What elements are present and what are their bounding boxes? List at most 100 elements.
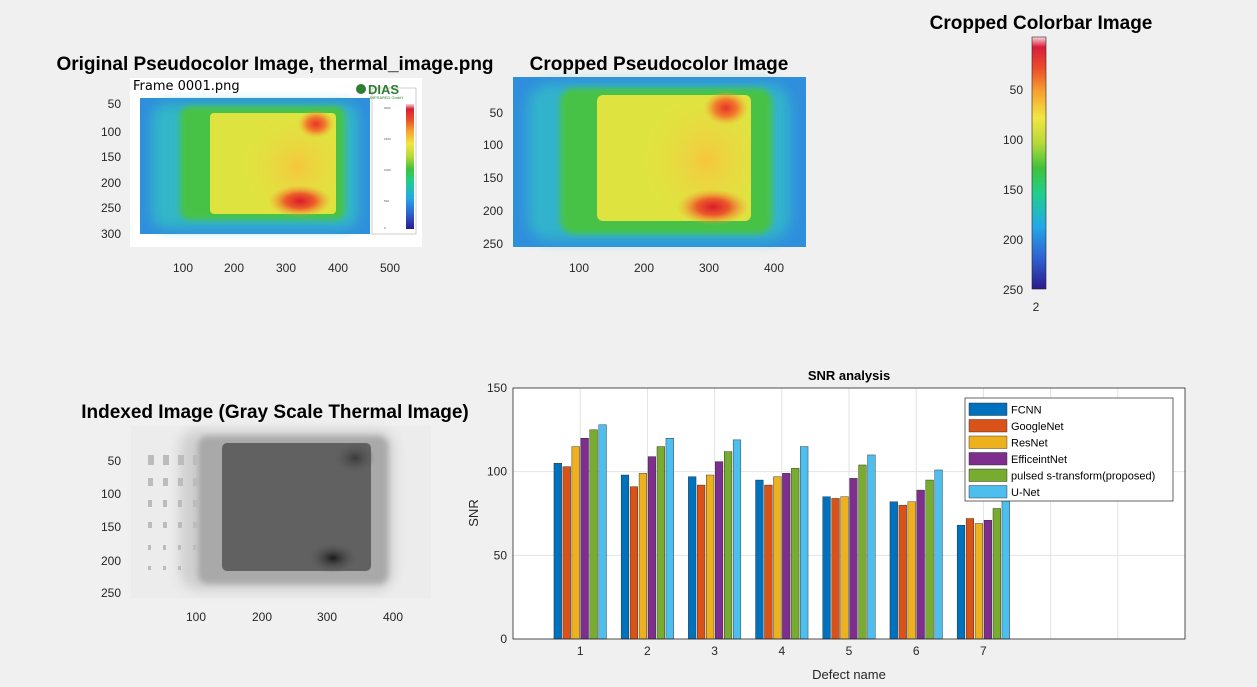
ytick-label: 250 [483,237,503,251]
ytick-label: 200 [483,204,503,218]
indexed-defect-dots [148,455,199,570]
svg-text:0: 0 [384,226,386,230]
colorbar-xtick-label: 2 [1033,300,1040,314]
snr-bar [656,446,665,640]
snr-bar [800,446,809,640]
snr-bar [589,429,598,640]
snr-ytick-label: 50 [494,548,508,562]
snr-bar [580,438,589,640]
snr-legend-swatch [968,485,1008,499]
ytick-label: 50 [108,97,122,111]
snr-bar [831,498,840,640]
snr-ytick-label: 150 [487,381,507,395]
ytick-label: 200 [101,554,121,568]
dias-logo: DIAS INFRARED GmbH [356,82,403,100]
ytick-label: 200 [1003,233,1023,247]
snr-bar [916,489,925,640]
snr-bar [822,496,831,640]
svg-text:1000: 1000 [384,168,391,172]
snr-bar [889,501,898,640]
snr-bar [898,504,907,640]
snr-xtick-label: 4 [778,644,785,658]
snr-bar [858,464,867,640]
xtick-label: 200 [224,261,244,275]
snr-xtick-label: 1 [577,644,584,658]
snr-legend-label: pulsed s-transform(proposed) [1011,471,1155,483]
svg-text:500: 500 [384,199,389,203]
original-x-ticks: 100 200 300 400 500 [173,261,400,275]
snr-legend: FCNN GoogleNet ResNet EfficeintNet pulsed s… [964,397,1174,502]
snr-bar [562,466,571,640]
indexed-grayscale-image [131,426,431,598]
frame-label: Frame 0001.png [133,79,240,94]
snr-xtick-label: 2 [644,644,651,658]
snr-bar [697,484,706,640]
ytick-label: 150 [483,171,503,185]
snr-axes-box [512,387,1186,640]
snr-bar [553,463,562,640]
cropped-panel: Cropped Pseudocolor Image 50 100 150 200… [483,54,806,275]
snr-chart-title: SNR analysis [808,368,890,383]
snr-bar [598,424,607,640]
xtick-label: 300 [317,610,337,624]
snr-bar [706,474,715,640]
snr-legend-swatch [968,419,1008,433]
colorbar-panel: Cropped Colorbar Image 50 100 150 200 25… [930,13,1153,314]
ytick-label: 300 [101,227,121,241]
snr-legend-swatch [968,452,1008,466]
snr-bar [956,525,966,640]
snr-bar [665,438,674,640]
original-inner-colorbar: 2000 1500 1000 500 0 [371,87,417,235]
original-y-ticks: 50 100 150 200 250 300 [101,97,121,241]
snr-bar [764,484,773,640]
snr-bar [688,476,697,640]
xtick-label: 400 [383,610,403,624]
snr-bar [867,454,876,640]
original-thermal-image [140,98,370,234]
ytick-label: 150 [1003,183,1023,197]
snr-x-axis-label: Defect name [812,667,886,682]
cropped-thermal-image [513,77,806,247]
snr-xtick-label: 6 [913,644,920,658]
snr-bar [620,474,630,640]
xtick-label: 200 [252,610,272,624]
snr-bar [974,523,983,640]
snr-bar [934,469,943,640]
snr-bar [965,518,975,640]
snr-legend-swatch [968,402,1008,416]
ytick-label: 50 [1010,83,1024,97]
snr-legend-swatch [968,468,1008,482]
xtick-label: 100 [569,261,589,275]
indexed-y-ticks: 50 100 150 200 250 [101,454,121,600]
xtick-label: 400 [328,261,348,275]
xtick-label: 400 [764,261,784,275]
xtick-label: 300 [699,261,719,275]
ytick-label: 150 [101,150,121,164]
xtick-label: 200 [634,261,654,275]
ytick-label: 150 [101,520,121,534]
svg-text:1500: 1500 [384,137,391,141]
ytick-label: 50 [490,106,504,120]
snr-bar [723,451,733,640]
dias-logo-text: DIAS [368,82,399,97]
original-title: Original Pseudocolor Image, thermal_imag… [56,54,493,75]
cropped-x-ticks: 100 200 300 400 [569,261,784,275]
ytick-label: 100 [483,138,503,152]
ytick-label: 250 [101,586,121,600]
snr-bar [925,479,934,640]
ytick-label: 250 [1003,283,1023,297]
snr-xtick-label: 5 [846,644,853,658]
snr-xtick-label: 3 [711,644,718,658]
snr-ytick-label: 100 [487,465,507,479]
colorbar-strip [1031,36,1047,290]
snr-bar [755,479,764,640]
snr-legend-label: GoogleNet [1011,421,1064,433]
original-panel: Original Pseudocolor Image, thermal_imag… [56,54,493,275]
xtick-label: 100 [186,610,206,624]
snr-bar [782,473,791,640]
indexed-panel: Indexed Image (Gray Scale Thermal Image)… [81,402,469,624]
ytick-label: 200 [101,176,121,190]
snr-bar [571,446,580,640]
snr-bar [992,508,1001,640]
